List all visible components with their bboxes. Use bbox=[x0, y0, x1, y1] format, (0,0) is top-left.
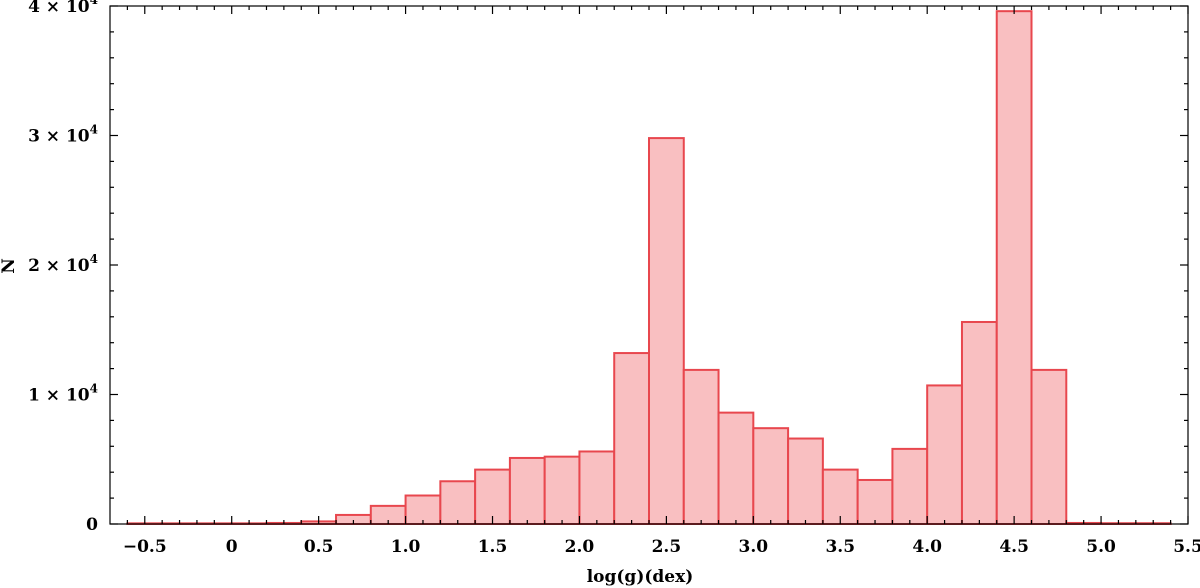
histogram-bar bbox=[508, 456, 546, 525]
x-tick-label: 3.5 bbox=[825, 537, 855, 557]
histogram-bar bbox=[856, 478, 894, 525]
y-tick-label: 1 × 104 bbox=[28, 382, 98, 406]
x-tick-label: 5.0 bbox=[1086, 537, 1116, 557]
histogram-bar bbox=[752, 427, 790, 526]
histogram-bar bbox=[474, 468, 511, 525]
x-tick-label: −0.5 bbox=[123, 537, 167, 557]
y-axis-title: N bbox=[0, 258, 19, 274]
x-tick-label: 0.5 bbox=[304, 537, 334, 557]
histogram-bar bbox=[613, 352, 651, 525]
histogram-bar bbox=[717, 411, 755, 526]
histogram-bar bbox=[926, 384, 963, 525]
y-tick-label: 3 × 104 bbox=[28, 123, 98, 147]
histogram-bar bbox=[891, 447, 929, 526]
histogram-bar bbox=[439, 480, 477, 526]
x-axis-title: log(g)(dex) bbox=[587, 567, 694, 587]
histogram-bar bbox=[648, 137, 685, 525]
histogram-bar bbox=[682, 368, 720, 525]
x-tick-label: 0 bbox=[226, 537, 238, 557]
x-tick-label: 4.0 bbox=[912, 537, 942, 557]
histogram-bar bbox=[960, 320, 998, 526]
y-tick-label: 4 × 104 bbox=[28, 0, 98, 17]
plot-frame bbox=[109, 5, 1189, 525]
y-tick-label: 0 bbox=[86, 515, 98, 535]
x-tick-label: 2.0 bbox=[565, 537, 595, 557]
y-tick-labels: 0 1 × 104 2 × 104 3 × 104 4 × 104 bbox=[28, 0, 98, 535]
histogram-bar bbox=[543, 455, 581, 525]
x-tick-label: 5.5 bbox=[1173, 537, 1200, 557]
histogram-bar bbox=[578, 450, 616, 526]
x-tick-labels: −0.5 0 0.5 1.0 1.5 2.0 2.5 3.0 3.5 4.0 4.5 5.0 5.5 bbox=[123, 537, 1200, 557]
x-tick-label: 3.0 bbox=[739, 537, 769, 557]
histogram-bar bbox=[787, 437, 824, 525]
ticks-group bbox=[110, 5, 1189, 525]
x-tick-label: 1.0 bbox=[391, 537, 421, 557]
y-tick-label: 2 × 104 bbox=[28, 252, 98, 276]
x-tick-label: 1.5 bbox=[478, 537, 508, 557]
histogram-bar bbox=[821, 468, 859, 525]
bars-group bbox=[126, 10, 1172, 526]
histogram-bar bbox=[995, 10, 1033, 526]
histogram-bar bbox=[1030, 368, 1068, 525]
x-tick-label: 4.5 bbox=[999, 537, 1029, 557]
x-tick-label: 2.5 bbox=[652, 537, 682, 557]
histogram-bar bbox=[404, 494, 442, 526]
